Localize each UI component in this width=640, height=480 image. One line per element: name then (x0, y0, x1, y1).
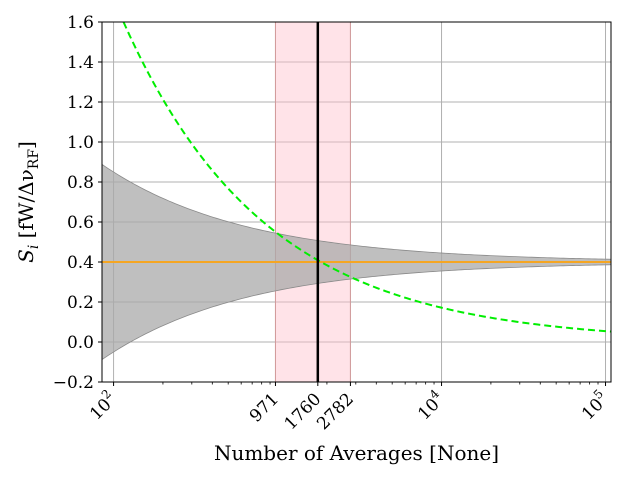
y-tick-label: −0.2 (53, 373, 94, 393)
dashed-curve (122, 21, 612, 333)
y-axis-label-sub: i (26, 245, 42, 249)
x-tick-label-base: 10 (86, 395, 115, 424)
y-tick-label: 0.2 (67, 293, 94, 313)
y-tick-label: 0.0 (67, 333, 94, 353)
x-tick-label: 105 (575, 387, 613, 425)
y-tick-label: 0.4 (67, 253, 94, 273)
x-tick-label: 1760 (281, 389, 326, 434)
y-tick-label: 0.8 (67, 173, 94, 193)
series-layer (102, 21, 612, 382)
x-tick-label-base: 10 (414, 395, 443, 424)
x-tick-label: 971 (246, 389, 283, 426)
y-axis-label-unit-sub: RF (26, 149, 42, 170)
x-axis-label: Number of Averages [None] (214, 441, 499, 465)
x-tick-label: 2782 (313, 389, 358, 434)
x-tick-label-base: 10 (578, 395, 607, 424)
grid (102, 21, 611, 383)
y-axis-label-unit: [fW/Δν (14, 169, 38, 244)
shaded-region-layer (274, 21, 351, 383)
y-tick-label: 0.6 (67, 213, 94, 233)
shaded-region (274, 21, 351, 383)
y-axis-label-symbol: S (14, 249, 38, 263)
plot-frame (101, 21, 612, 383)
y-tick-label: 1.6 (67, 13, 94, 33)
y-axis-label-unit-close: ] (14, 141, 38, 149)
y-axis-label: Si [fW/ΔνRF] (14, 141, 42, 263)
y-tick-label: 1.4 (67, 53, 94, 73)
y-tick-label: 1.0 (67, 133, 94, 153)
x-tick-label: 104 (411, 386, 449, 424)
y-tick-label: 1.2 (67, 93, 94, 113)
